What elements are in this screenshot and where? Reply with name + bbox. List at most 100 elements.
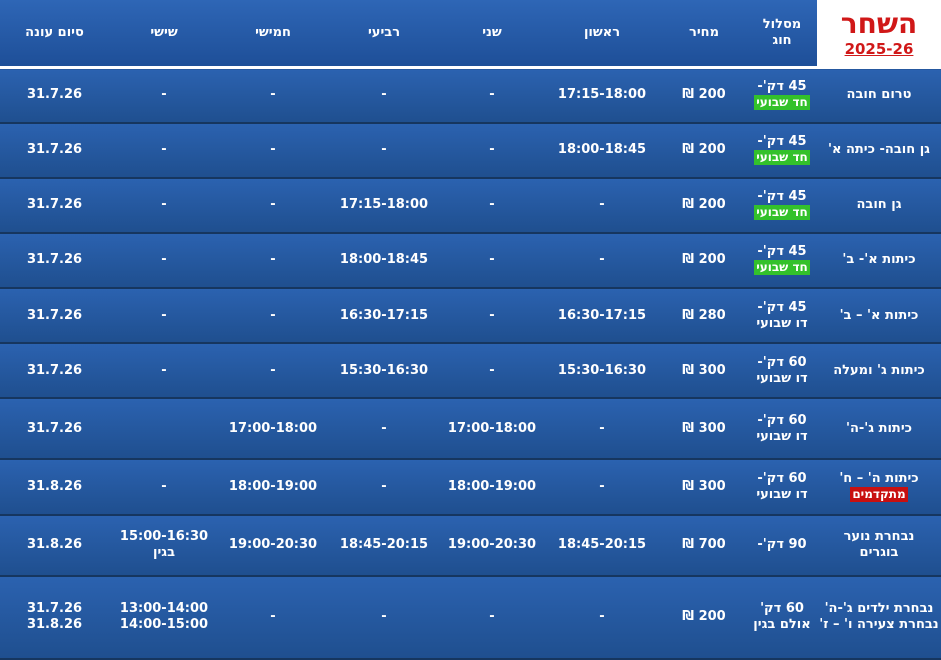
table-row: נבחרת נוער בוגרים 90 דק'- 700 ₪ 18:45-20:15 1…	[0, 514, 941, 577]
sunday-value: 18:45-20:15	[557, 537, 647, 553]
price: 200 ₪	[661, 232, 747, 290]
class-name: כיתות א' – ב'	[839, 307, 919, 323]
wednesday-value: 18:45-20:15	[339, 537, 429, 553]
price: 200 ₪	[661, 122, 747, 179]
class-name-cell: גן חובה	[817, 177, 941, 234]
monday-value: -	[489, 609, 495, 625]
table-row: כיתות ג' ומעלה 60 דק'- דו שבועי 300 ₪ 15:30-…	[0, 343, 941, 400]
sunday-value: -	[599, 478, 605, 494]
track-cell: 60 דק'- דו שבועי	[747, 459, 817, 516]
track-cell: 45 דק'- חד שבועי	[747, 177, 817, 234]
duration: 60 דק'	[760, 601, 804, 617]
thursday-cell: -	[219, 343, 327, 400]
sunday-cell: 15:30-16:30	[543, 343, 661, 400]
class-name-cell: גן חובה- כיתה א'	[817, 122, 941, 179]
duration: 60 דק'-	[757, 354, 807, 370]
sunday-cell: -	[543, 177, 661, 234]
frequency: דו שבועי	[756, 315, 808, 331]
wednesday-value: -	[381, 609, 387, 625]
friday-value: -	[161, 362, 167, 378]
wednesday-cell: 18:45-20:15	[327, 514, 441, 577]
season-end-cell: 31.7.26	[0, 288, 109, 345]
price: 280 ₪	[661, 288, 747, 345]
season-end-value: 31.8.26	[26, 478, 83, 494]
season-label: 2025-26	[844, 40, 914, 58]
track-cell: 60 דק'- דו שבועי	[747, 398, 817, 461]
table-row: גן חובה 45 דק'- חד שבועי 200 ₪ - -17:15-18:00…	[0, 177, 941, 234]
duration: 45 דק'-	[757, 79, 807, 95]
class-name: גן חובה	[856, 197, 902, 213]
thursday-value: -	[270, 87, 276, 103]
table-row: כיתות ה' – ח' מתקדמים 60 דק'- דו שבועי 300 ₪…	[0, 459, 941, 516]
season-end-cell: 31.7.26	[0, 177, 109, 234]
track-cell: 90 דק'-	[747, 514, 817, 577]
season-end-cell: 31.7.26	[0, 232, 109, 290]
wednesday-cell: 15:30-16:30	[327, 343, 441, 400]
header-track-line2: חוג	[772, 33, 792, 48]
friday-cell: -	[109, 288, 219, 345]
header-sunday: ראשון	[543, 0, 661, 69]
class-name: טרום חובה	[846, 87, 912, 103]
wednesday-cell: -	[327, 575, 441, 660]
thursday-value: -	[270, 307, 276, 323]
monday-value: -	[489, 142, 495, 158]
class-name: גן חובה- כיתה א'	[828, 142, 930, 158]
friday-cell: -	[109, 232, 219, 290]
class-name: נבחרת צעירה ו' – ז'	[819, 617, 939, 633]
header-thursday: חמישי	[219, 0, 327, 69]
season-end-value: 31.7.26	[26, 307, 83, 323]
monday-value: 17:00-18:00	[447, 420, 537, 436]
class-name: נבחרת נוער	[843, 529, 915, 545]
frequency: אולם בגין	[753, 617, 811, 633]
class-name: כיתות ג'-ה'	[845, 420, 913, 436]
sunday-cell: 16:30-17:15	[543, 288, 661, 345]
friday-cell: -	[109, 177, 219, 234]
wednesday-cell: -	[327, 459, 441, 516]
season-end-cell: 31.7.26 31.8.26	[0, 575, 109, 660]
monday-value: -	[489, 362, 495, 378]
table-row: נבחרת ילדים ג'-ה' נבחרת צעירה ו' – ז' 60 ד…	[0, 575, 941, 660]
frequency-badge: חד שבועי	[754, 205, 810, 221]
track-cell: 45 דק'- דו שבועי	[747, 288, 817, 345]
season-end-cell: 31.7.26	[0, 66, 109, 124]
friday-cell: -	[109, 459, 219, 516]
wednesday-value: 17:15-18:00	[339, 197, 429, 213]
class-name: נבחרת ילדים ג'-ה'	[824, 601, 934, 617]
thursday-cell: -	[219, 122, 327, 179]
sunday-value: -	[599, 420, 605, 436]
friday-value: -	[161, 252, 167, 268]
header-wednesday: רביעי	[327, 0, 441, 69]
table-row: כיתות ג'-ה' 60 דק'- דו שבועי 300 ₪ - 17:00-18…	[0, 398, 941, 461]
thursday-value: 18:00-19:00	[228, 478, 318, 494]
thursday-cell: 19:00-20:30	[219, 514, 327, 577]
duration: 45 דק'-	[757, 299, 807, 315]
sunday-value: -	[599, 197, 605, 213]
friday-cell	[109, 398, 219, 461]
price: 200 ₪	[661, 177, 747, 234]
season-end-value: 31.7.26	[26, 601, 83, 617]
season-end-value: 31.8.26	[26, 617, 83, 633]
monday-cell: -	[441, 66, 543, 124]
monday-cell: 17:00-18:00	[441, 398, 543, 461]
monday-cell: -	[441, 177, 543, 234]
friday-value: 15:00-16:30	[119, 529, 209, 545]
sunday-value: 17:15-18:00	[557, 87, 647, 103]
table-row: טרום חובה 45 דק'- חד שבועי 200 ₪ 17:15-18:00…	[0, 66, 941, 124]
duration: 60 דק'-	[757, 412, 807, 428]
price: 200 ₪	[661, 66, 747, 124]
price: 300 ₪	[661, 398, 747, 461]
season-end-value: 31.7.26	[26, 252, 83, 268]
sunday-cell: 18:45-20:15	[543, 514, 661, 577]
frequency-badge: חד שבועי	[754, 260, 810, 276]
price: 200 ₪	[661, 575, 747, 660]
friday-value: 14:00-15:00	[119, 617, 209, 633]
class-name-cell: כיתות ג' ומעלה	[817, 343, 941, 400]
sunday-cell: -	[543, 232, 661, 290]
wednesday-cell: 18:00-18:45	[327, 232, 441, 290]
wednesday-cell: -	[327, 66, 441, 124]
sunday-cell: -	[543, 459, 661, 516]
wednesday-value: 15:30-16:30	[339, 362, 429, 378]
class-name-cell: כיתות ה' – ח' מתקדמים	[817, 459, 941, 516]
friday-value: 13:00-14:00	[119, 601, 209, 617]
sunday-cell: 18:00-18:45	[543, 122, 661, 179]
